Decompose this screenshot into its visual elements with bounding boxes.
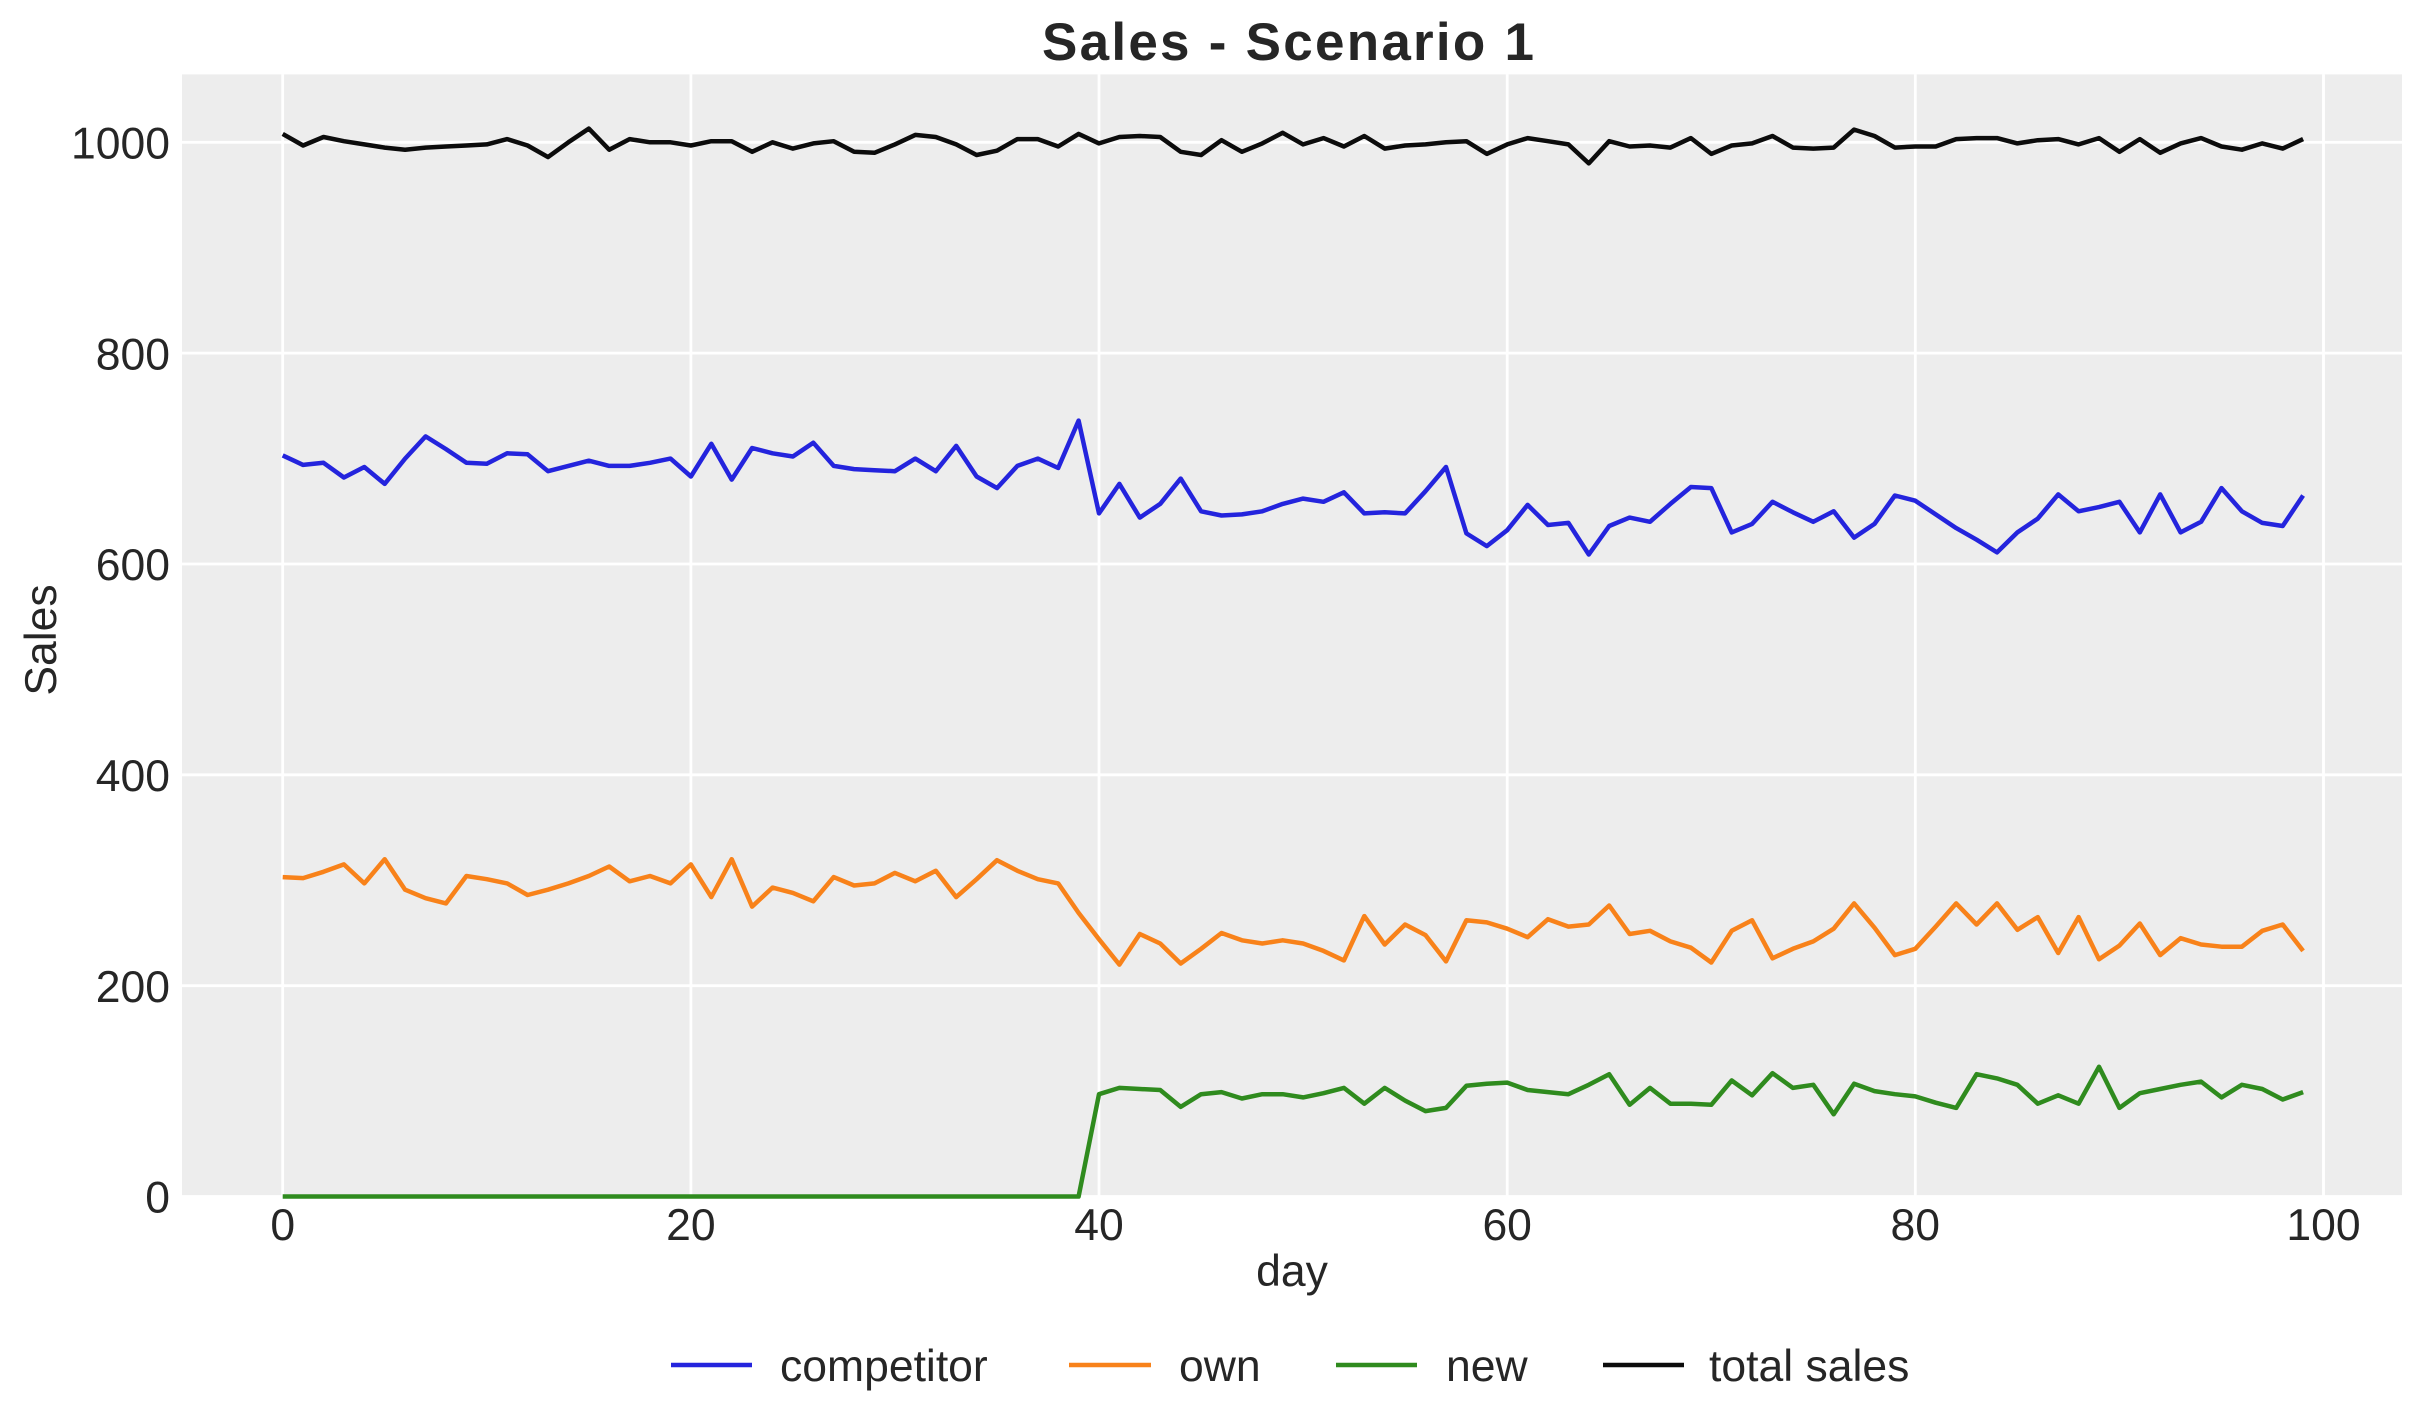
svg-text:total sales: total sales <box>1709 1342 1909 1391</box>
svg-text:100: 100 <box>2286 1201 2360 1250</box>
svg-text:20: 20 <box>666 1201 716 1250</box>
svg-text:200: 200 <box>96 963 170 1012</box>
svg-text:competitor: competitor <box>780 1342 988 1391</box>
svg-text:own: own <box>1179 1342 1261 1391</box>
svg-text:0: 0 <box>270 1201 295 1250</box>
svg-text:40: 40 <box>1074 1201 1124 1250</box>
svg-text:600: 600 <box>96 541 170 590</box>
svg-text:60: 60 <box>1482 1201 1532 1250</box>
svg-text:800: 800 <box>96 330 170 379</box>
svg-text:0: 0 <box>145 1174 170 1223</box>
svg-text:400: 400 <box>96 752 170 801</box>
svg-text:Sales: Sales <box>17 584 66 695</box>
svg-text:Sales - Scenario 1: Sales - Scenario 1 <box>1042 13 1534 72</box>
svg-text:new: new <box>1446 1342 1528 1391</box>
svg-text:80: 80 <box>1891 1201 1941 1250</box>
svg-text:1000: 1000 <box>71 120 170 169</box>
svg-text:day: day <box>1256 1247 1328 1296</box>
